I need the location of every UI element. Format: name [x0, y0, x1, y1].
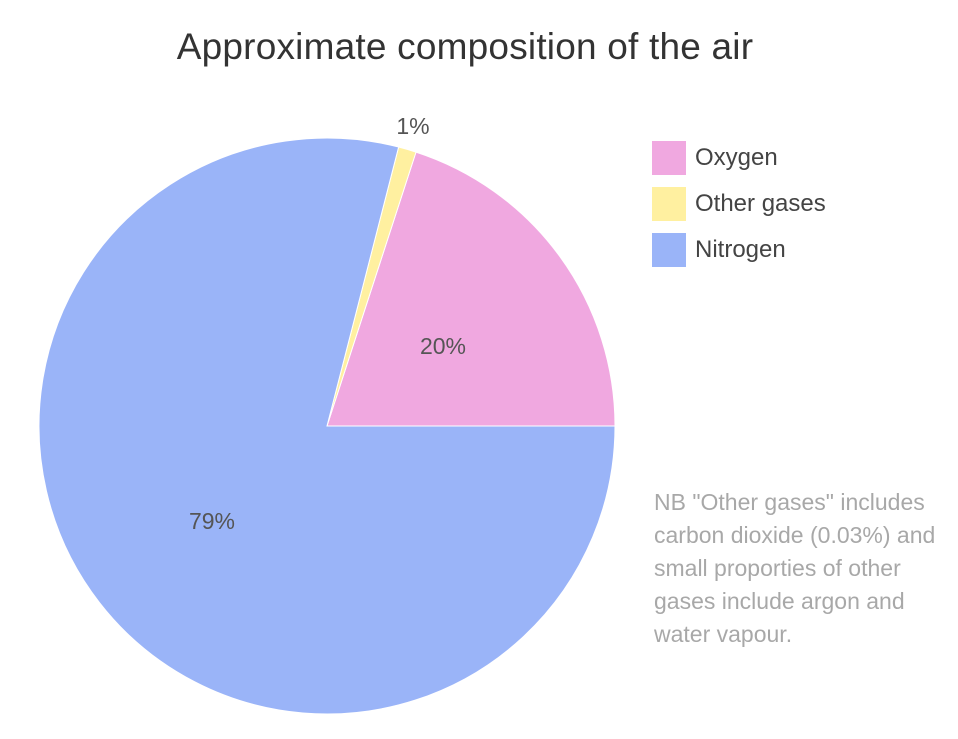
legend-item-other-gases[interactable]: Other gases: [652, 186, 826, 222]
slice-label-other-gases: 1%: [396, 113, 429, 139]
chart-title: Approximate composition of the air: [176, 26, 754, 67]
legend-item-nitrogen[interactable]: Nitrogen: [652, 232, 826, 268]
legend-swatch-nitrogen: [652, 233, 686, 267]
legend-label-oxygen: Oxygen: [695, 144, 778, 171]
legend-swatch-oxygen: [652, 141, 686, 175]
legend-item-oxygen[interactable]: Oxygen: [652, 140, 826, 176]
footnote: NB "Other gases" includes carbon dioxide…: [654, 489, 936, 647]
pie-slice-oxygen[interactable]: [326, 151, 616, 427]
legend: Oxygen Other gases Nitrogen: [652, 140, 826, 278]
legend-label-nitrogen: Nitrogen: [695, 236, 786, 263]
legend-label-other-gases: Other gases: [695, 190, 826, 217]
legend-swatch-other-gases: [652, 187, 686, 221]
slice-label-oxygen: 20%: [420, 333, 466, 359]
slice-label-nitrogen: 79%: [189, 508, 235, 534]
pie-slice-nitrogen[interactable]: [38, 137, 616, 715]
